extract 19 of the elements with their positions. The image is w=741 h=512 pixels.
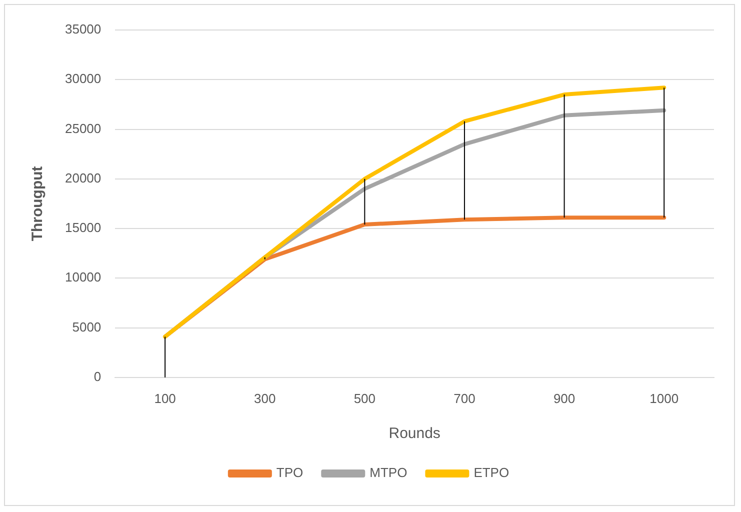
y-tick-label: 10000	[64, 270, 102, 285]
legend-label: TPO	[276, 465, 304, 480]
x-tick-label: 700	[454, 390, 476, 406]
y-tick-label: 20000	[64, 170, 102, 186]
y-tick-label: 0	[94, 368, 102, 384]
y-tick-label: 5000	[72, 319, 102, 334]
y-tick-label: 30000	[64, 71, 102, 86]
x-tick-label: 1000	[650, 390, 679, 406]
y-axis-title: Througput	[29, 166, 46, 242]
x-tick-label: 300	[254, 390, 276, 406]
y-tick-label: 15000	[64, 220, 102, 236]
legend-label: ETPO	[474, 465, 510, 480]
x-tick-label: 500	[354, 390, 376, 406]
y-tick-label: 35000	[64, 22, 102, 37]
x-tick-label: 100	[154, 390, 176, 406]
y-tick-label: 25000	[64, 120, 102, 136]
x-axis-title: Rounds	[388, 425, 440, 442]
x-tick-label: 900	[553, 390, 576, 406]
legend-label: MTPO	[370, 465, 408, 480]
